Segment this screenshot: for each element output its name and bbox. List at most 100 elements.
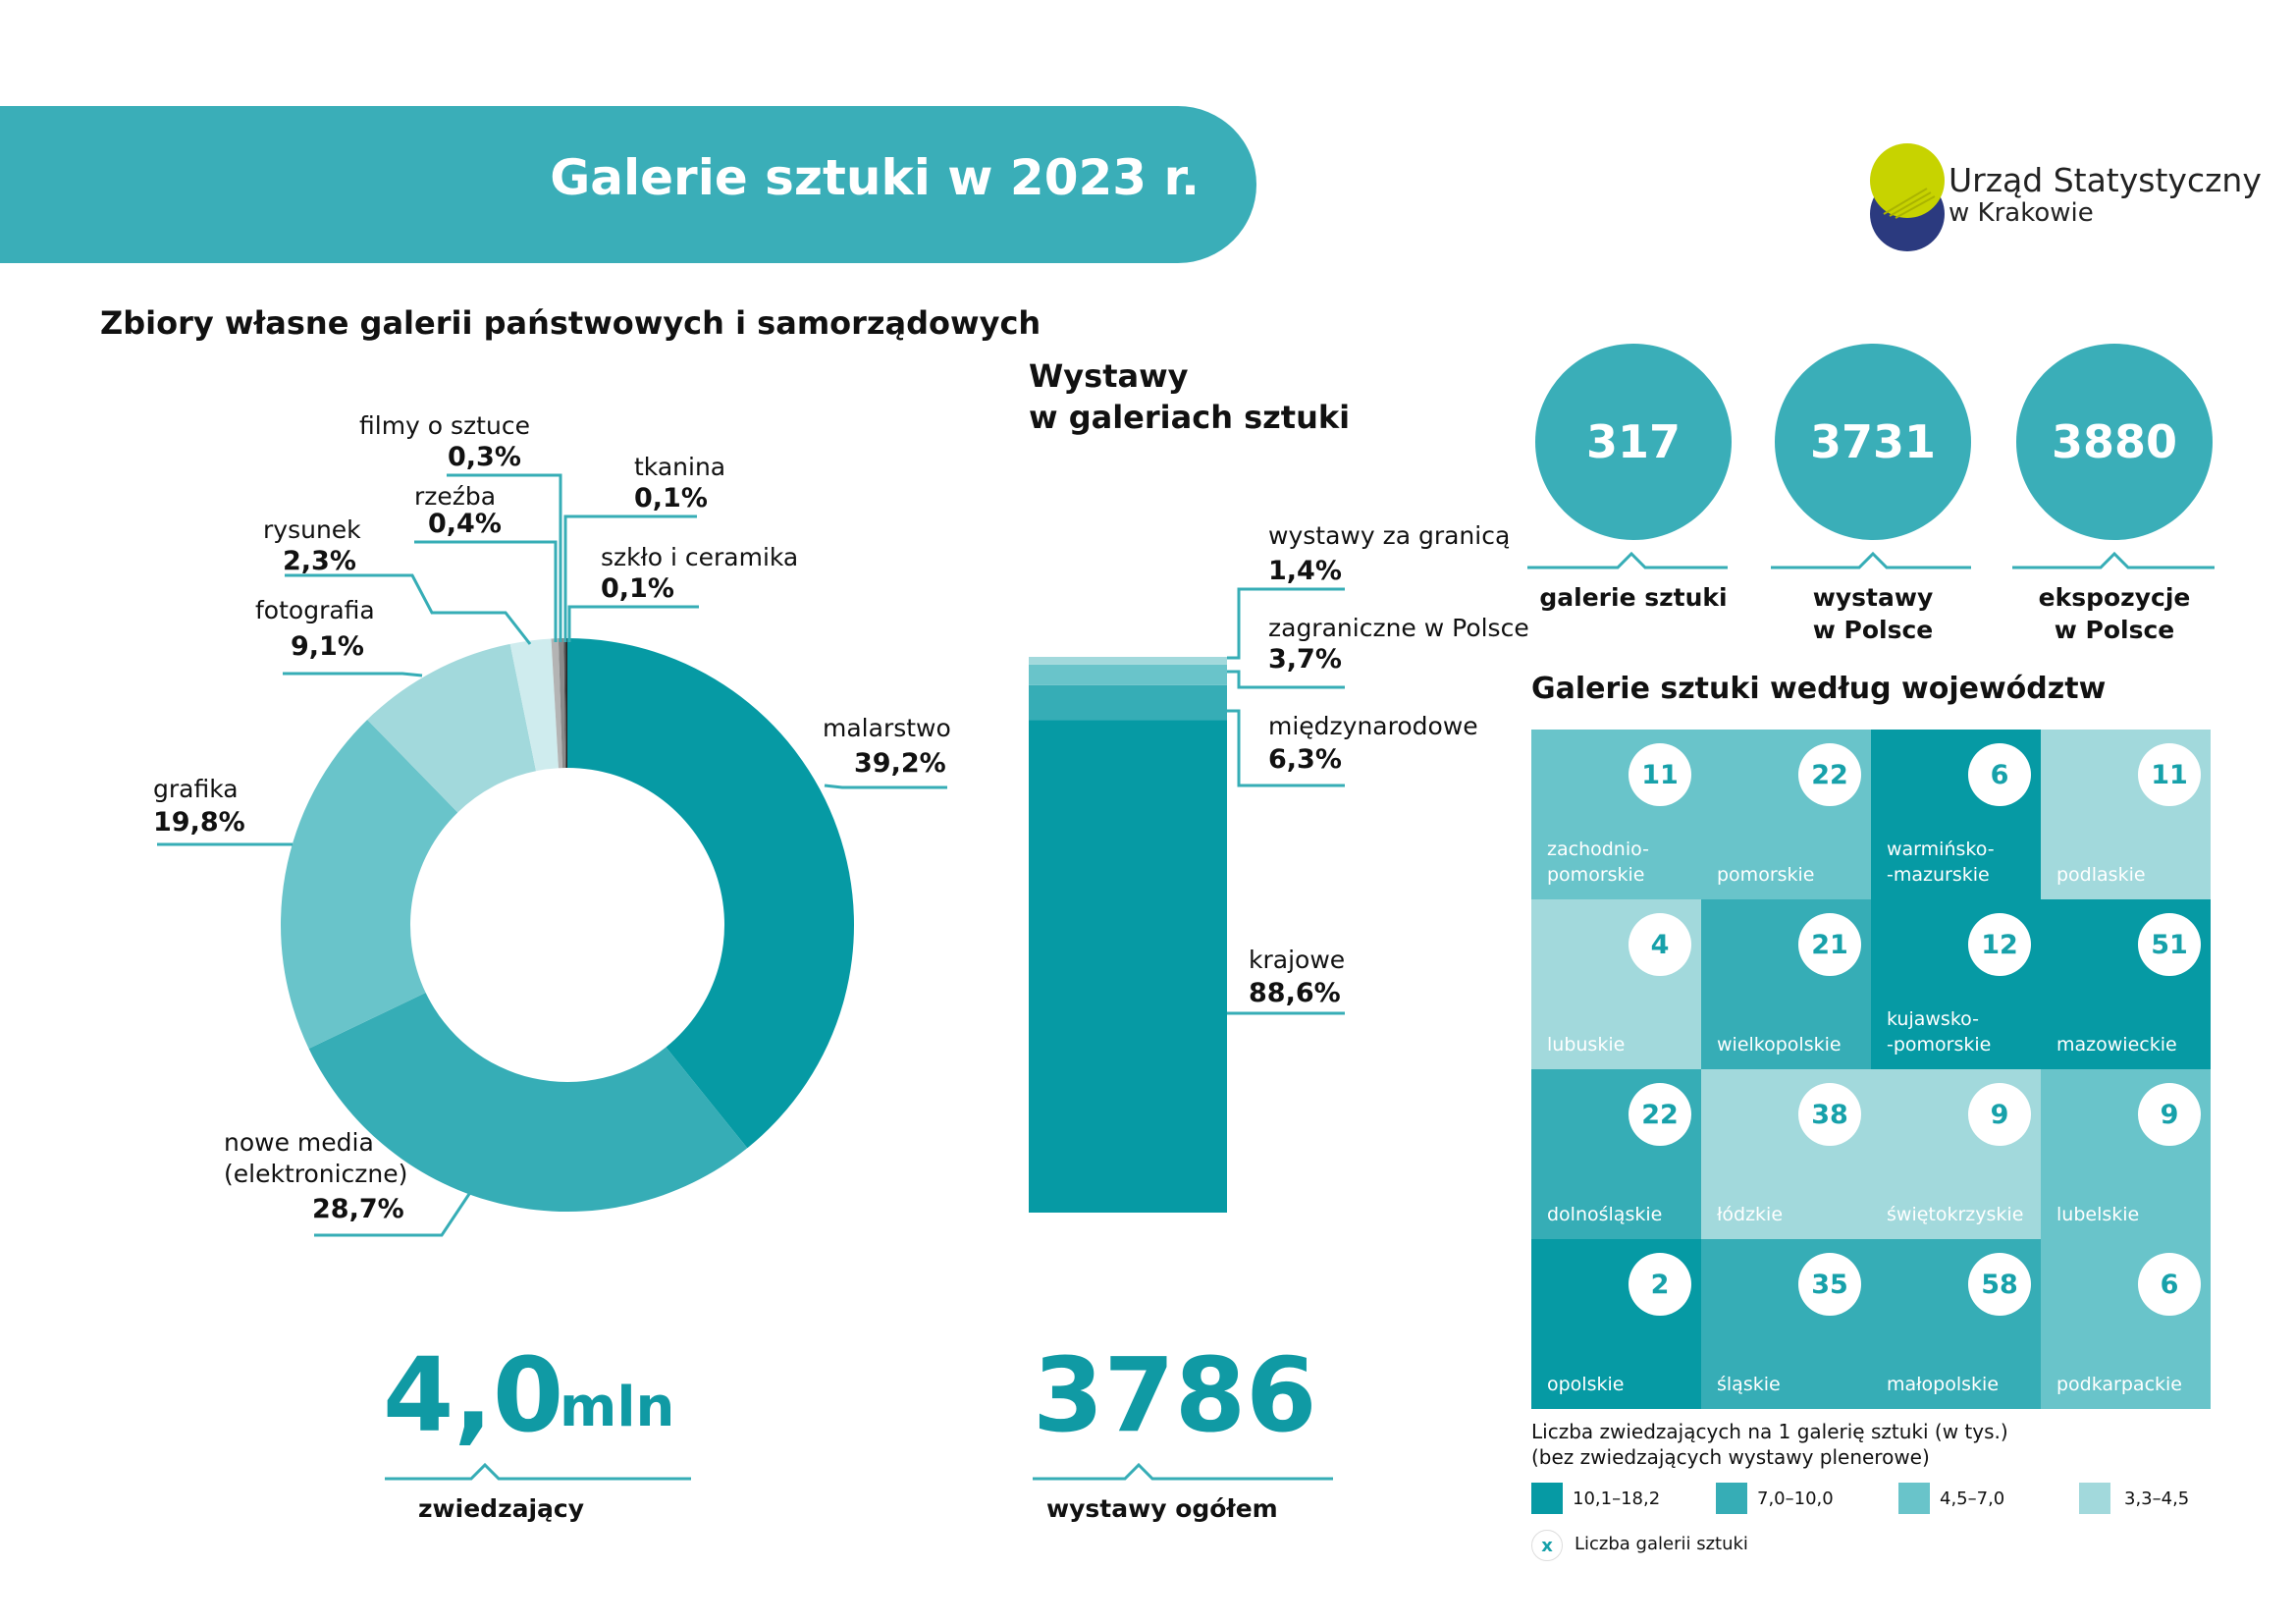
leader-szklo [567, 605, 699, 642]
donut-slice-7 [563, 638, 566, 769]
legend-label-4: 3,3–4,5 [2124, 1489, 2190, 1509]
voivodeship-name: świętokrzyskie [1887, 1204, 2024, 1225]
leader-za-granica [1227, 587, 1345, 660]
value-szklo: 0,1% [601, 573, 674, 604]
exhibitions-total-label: wystawy ogółem [1046, 1494, 1278, 1523]
stat-exhibitions-circle: 3731 [1775, 344, 1971, 540]
value-rysunek: 2,3% [283, 546, 356, 576]
label-malarstwo: malarstwo [823, 714, 951, 742]
bar-segment-1 [1029, 684, 1227, 721]
donut-slice-3 [367, 643, 537, 813]
label-miedzynarodowe: międzynarodowe [1268, 712, 1478, 740]
visitors-total-label: zwiedzający [418, 1494, 585, 1523]
value-miedzynarodowe: 6,3% [1268, 744, 1342, 775]
legend-marker-icon: x [1531, 1530, 1563, 1561]
legend-swatch-1 [1531, 1483, 1563, 1514]
voivodeship-cell: 38 łódzkie [1701, 1069, 1871, 1239]
label-zagraniczne: zagraniczne w Polsce [1268, 614, 1529, 642]
value-tkanina: 0,1% [634, 483, 708, 514]
donut-slice-8 [565, 638, 567, 769]
value-za-granica: 1,4% [1268, 556, 1342, 586]
gallery-count-badge: 6 [1968, 743, 2031, 806]
donut-slice-2 [281, 719, 458, 1049]
stat-galleries-circle: 317 [1535, 344, 1732, 540]
voivodeship-cell: 2 opolskie [1531, 1239, 1701, 1409]
voivodeship-cell: 58 małopolskie [1871, 1239, 2041, 1409]
voivodeship-name: pomorskie [1717, 864, 1815, 886]
label-rzezba: rzeźba [414, 482, 497, 511]
leader-miedzynarodowe [1227, 709, 1345, 787]
gallery-count-badge: 11 [2138, 743, 2201, 806]
stat-caption-lines [1527, 551, 2215, 569]
label-grafika: grafika [153, 775, 239, 803]
gallery-count-badge: 38 [1798, 1083, 1861, 1146]
legend-label-1: 10,1–18,2 [1573, 1489, 1661, 1509]
exhibitions-title-line2: w galeriach sztuki [1029, 399, 1351, 436]
voivodeship-cell: 21 wielkopolskie [1701, 899, 1871, 1069]
stat-galleries-label: galerie sztuki [1539, 583, 1728, 612]
visitors-total-value: 4,0 [383, 1335, 564, 1455]
visitors-caption-line [385, 1462, 691, 1481]
donut-slice-5 [551, 638, 562, 769]
gallery-count-badge: 22 [1629, 1083, 1691, 1146]
voivodeship-name: lubelskie [2056, 1204, 2140, 1225]
voivodeship-cell: 6 warmińsko- -mazurskie [1871, 730, 2041, 899]
page-title: Galerie sztuki w 2023 r. [550, 149, 1200, 206]
logo-icon [1870, 143, 1945, 251]
leader-fotografia [283, 672, 423, 677]
label-krajowe: krajowe [1249, 946, 1346, 974]
logo-text-line1: Urząd Statystyczny [1949, 161, 2262, 199]
exhibitions-total-value: 3786 [1033, 1335, 1317, 1455]
stat-expositions-label: ekspozycje w Polsce [2038, 583, 2191, 644]
gallery-count-badge: 22 [1798, 743, 1861, 806]
leader-rzezba [414, 540, 558, 642]
donut-slice-4 [509, 638, 559, 772]
bar-segment-0 [1029, 720, 1227, 1213]
label-rysunek: rysunek [263, 515, 361, 544]
voivodeship-cell: 11 zachodnio- pomorskie [1531, 730, 1701, 899]
label-tkanina: tkanina [634, 453, 726, 481]
value-grafika: 19,8% [153, 807, 245, 838]
voivodeship-cell: 22 dolnośląskie [1531, 1069, 1701, 1239]
legend-marker-label: Liczba galerii sztuki [1575, 1534, 1748, 1554]
value-fotografia: 9,1% [291, 631, 364, 662]
label-za-granica: wystawy za granicą [1268, 521, 1511, 550]
donut-chart [157, 473, 947, 1237]
voivodeship-name: warmińsko- -mazurskie [1887, 839, 1995, 886]
value-zagraniczne: 3,7% [1268, 644, 1342, 675]
voivodeship-name: zachodnio- pomorskie [1547, 839, 1649, 886]
voivodeship-cell: 35 śląskie [1701, 1239, 1871, 1409]
exhibitions-title-line1: Wystawy [1029, 357, 1189, 395]
voivodeship-name: śląskie [1717, 1374, 1781, 1395]
gallery-count-badge: 12 [1968, 913, 2031, 976]
voivodeship-name: lubuskie [1547, 1034, 1626, 1056]
gallery-count-badge: 6 [2138, 1253, 2201, 1316]
stat-expositions-circle: 3880 [2016, 344, 2213, 540]
leader-zagraniczne [1227, 670, 1345, 689]
gallery-count-badge: 9 [1968, 1083, 2031, 1146]
label-filmy: filmy o sztuce [359, 411, 530, 440]
voivodeship-name: łódzkie [1717, 1204, 1784, 1225]
gallery-count-badge: 58 [1968, 1253, 2031, 1316]
value-malarstwo: 39,2% [854, 748, 946, 779]
leader-tkanina [563, 514, 697, 642]
gallery-count-badge: 21 [1798, 913, 1861, 976]
bar-segment-3 [1029, 657, 1227, 665]
title-banner: Galerie sztuki w 2023 r. [0, 106, 1256, 263]
stacked-bar-chart [1029, 587, 1345, 1213]
legend-swatch-4 [2079, 1483, 2110, 1514]
legend-label-3: 4,5–7,0 [1940, 1489, 2005, 1509]
leader-filmy [447, 473, 562, 642]
value-nowe-media: 28,7% [312, 1194, 404, 1224]
gallery-count-badge: 4 [1629, 913, 1691, 976]
leader-nowe-media [314, 1190, 473, 1237]
exhibitions-caption-line [1033, 1462, 1333, 1481]
label-nowe-media: nowe media (elektroniczne) [224, 1128, 408, 1188]
voivodeship-name: podlaskie [2056, 864, 2146, 886]
bar-segment-2 [1029, 664, 1227, 685]
leader-malarstwo [824, 784, 947, 789]
collections-title: Zbiory własne galerii państwowych i samo… [100, 304, 1041, 342]
legend-title-line2: (bez zwiedzających wystawy plenerowe) [1531, 1445, 1930, 1469]
gallery-count-badge: 11 [1629, 743, 1691, 806]
voivodeship-name: małopolskie [1887, 1374, 2000, 1395]
